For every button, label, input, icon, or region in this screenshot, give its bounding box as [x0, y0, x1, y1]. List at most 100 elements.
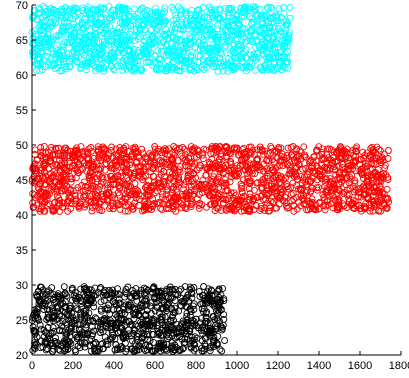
data-point: [144, 19, 152, 27]
data-point: [44, 323, 52, 331]
data-point: [82, 339, 89, 347]
data-point: [44, 176, 52, 184]
data-point: [188, 200, 196, 208]
data-point: [341, 188, 348, 196]
data-point: [261, 11, 269, 19]
data-point: [143, 183, 151, 191]
data-point: [106, 310, 114, 318]
data-point: [58, 67, 66, 75]
data-point: [70, 47, 78, 55]
data-point: [137, 338, 145, 346]
data-point: [250, 186, 258, 194]
y-tick-label: 30: [16, 280, 28, 292]
data-point: [267, 182, 275, 190]
data-point: [382, 195, 390, 202]
data-point: [59, 41, 67, 49]
data-point: [49, 20, 57, 28]
data-point: [149, 317, 157, 325]
data-point: [313, 176, 321, 184]
data-point: [215, 5, 223, 13]
data-point: [246, 162, 254, 170]
data-point: [253, 179, 261, 187]
data-point: [277, 185, 285, 193]
data-point: [292, 164, 300, 172]
data-point: [129, 144, 137, 152]
data-point: [281, 30, 288, 38]
data-point: [157, 165, 165, 173]
data-point: [71, 153, 79, 161]
data-point: [375, 145, 383, 153]
data-point: [85, 38, 93, 46]
data-point: [123, 18, 131, 26]
data-point: [176, 25, 184, 33]
data-point: [363, 182, 371, 190]
data-point: [62, 332, 70, 340]
data-point: [56, 30, 64, 38]
data-point: [196, 52, 204, 60]
data-point: [118, 19, 126, 27]
data-point: [363, 168, 371, 176]
data-point: [274, 148, 282, 156]
data-point: [222, 152, 230, 160]
data-point: [63, 182, 71, 190]
data-point: [126, 300, 134, 308]
data-point: [267, 142, 275, 150]
data-point: [56, 207, 63, 215]
data-point: [384, 173, 392, 181]
data-point: [97, 340, 105, 348]
data-point: [121, 18, 128, 26]
data-point: [36, 67, 44, 75]
data-point: [122, 347, 130, 355]
data-point: [81, 34, 89, 42]
data-point: [367, 204, 375, 212]
data-point: [91, 314, 99, 322]
data-point: [72, 174, 80, 182]
data-point: [289, 142, 297, 150]
data-point: [263, 157, 270, 165]
data-point: [178, 204, 186, 212]
data-point: [153, 287, 161, 295]
data-point: [103, 191, 111, 199]
data-point: [264, 207, 272, 215]
data-point: [342, 153, 350, 161]
data-point: [83, 22, 91, 30]
data-point: [254, 49, 262, 57]
data-point: [280, 9, 288, 17]
data-point: [190, 187, 198, 195]
data-point: [102, 323, 110, 331]
data-point: [44, 335, 52, 343]
data-point: [105, 2, 113, 10]
data-point: [56, 199, 64, 207]
data-point: [224, 204, 232, 212]
data-point: [90, 154, 98, 162]
data-point: [60, 164, 67, 172]
data-point: [138, 334, 146, 342]
data-point: [87, 168, 95, 175]
data-point: [295, 185, 303, 193]
data-point: [260, 150, 267, 158]
data-point: [41, 207, 49, 215]
data-point: [178, 18, 186, 26]
data-point: [49, 183, 57, 191]
data-point: [235, 16, 243, 24]
data-point: [258, 11, 266, 19]
data-point: [34, 315, 42, 323]
data-point: [263, 199, 271, 207]
data-point: [265, 157, 273, 165]
data-point: [193, 66, 201, 74]
data-point: [103, 304, 111, 312]
data-point: [148, 33, 156, 41]
data-point: [326, 175, 334, 183]
data-point: [47, 45, 55, 53]
data-point: [100, 296, 108, 304]
data-point: [108, 290, 116, 297]
data-point: [234, 151, 242, 159]
data-point: [378, 189, 386, 197]
data-point: [254, 178, 262, 186]
data-point: [219, 26, 227, 34]
data-point: [216, 143, 224, 151]
data-point: [143, 202, 151, 210]
data-point: [158, 313, 166, 321]
data-point: [283, 161, 291, 169]
